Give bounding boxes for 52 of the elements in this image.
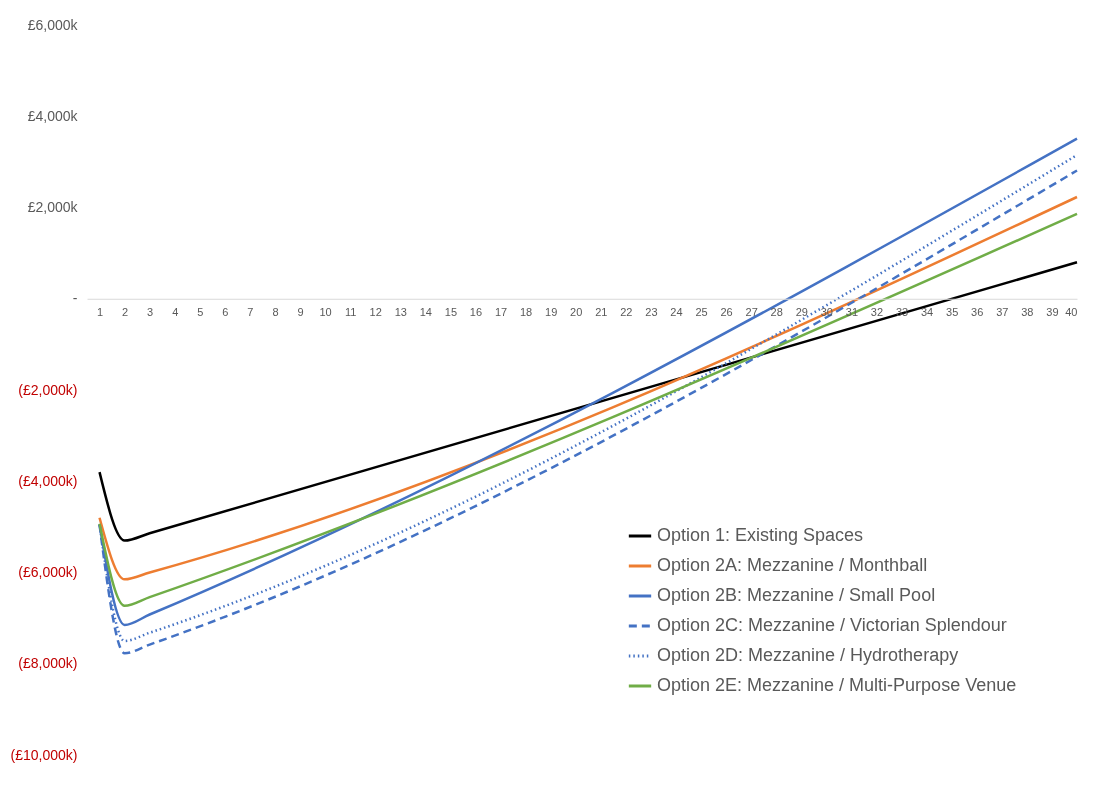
x-tick-label: 38	[1021, 306, 1034, 319]
x-tick-label: 6	[222, 306, 229, 319]
x-tick-label: 19	[545, 306, 558, 319]
x-tick-label: 9	[297, 306, 304, 319]
x-tick-label: 7	[247, 306, 254, 319]
x-tick-label: 27	[745, 306, 758, 319]
x-tick-label: 25	[695, 306, 708, 319]
y-tick-label: (£4,000k)	[18, 472, 78, 489]
x-tick-label: 40	[1065, 306, 1078, 319]
x-tick-label: 37	[996, 306, 1009, 319]
legend-label: Option 2C: Mezzanine / Victorian Splendour	[657, 615, 1007, 635]
x-tick-label: 23	[645, 306, 658, 319]
y-tick-label: (£6,000k)	[18, 564, 78, 580]
legend-label: Option 2B: Mezzanine / Small Pool	[657, 585, 936, 605]
x-tick-label: 15	[444, 306, 458, 319]
y-tick-label: £2,000k	[27, 199, 79, 215]
x-tick-label: 3	[147, 306, 154, 319]
x-tick-label: 1	[96, 306, 104, 319]
y-tick-label: £4,000k	[27, 107, 79, 124]
y-tick-label: (£8,000k)	[18, 655, 78, 672]
x-tick-label: 14	[419, 306, 432, 319]
x-tick-label: 18	[519, 306, 533, 319]
legend-label: Option 2A: Mezzanine / Monthball	[657, 555, 928, 575]
y-tick-label: -	[72, 290, 78, 307]
x-tick-label: 11	[344, 306, 357, 319]
y-tick-label: £6,000k	[27, 16, 79, 33]
x-tick-label: 32	[870, 306, 884, 319]
x-tick-label: 28	[770, 306, 783, 319]
x-tick-label: 35	[946, 306, 959, 319]
x-tick-label: 13	[394, 306, 407, 319]
x-tick-label: 21	[595, 306, 608, 319]
x-tick-label: 24	[670, 306, 683, 319]
legend-label: Option 2D: Mezzanine / Hydrotherapy	[657, 645, 959, 665]
x-tick-label: 20	[570, 306, 583, 319]
x-tick-label: 12	[369, 306, 382, 319]
x-tick-label: 22	[620, 306, 633, 319]
x-tick-label: 5	[197, 306, 204, 319]
y-tick-label: (£2,000k)	[18, 381, 78, 398]
x-tick-label: 17	[494, 306, 508, 319]
legend-label: Option 2E: Mezzanine / Multi-Purpose Venue	[657, 675, 1017, 695]
x-tick-label: 16	[469, 306, 483, 319]
x-tick-label: 4	[172, 306, 179, 319]
x-tick-label: 34	[921, 306, 934, 319]
x-tick-label: 2	[122, 306, 129, 319]
legend-label: Option 1: Existing Spaces	[657, 525, 864, 545]
x-tick-label: 8	[272, 306, 279, 319]
x-tick-label: 36	[971, 306, 984, 319]
x-tick-label: 39	[1046, 306, 1059, 319]
x-tick-label: 10	[319, 306, 332, 319]
x-tick-label: 26	[720, 306, 733, 319]
x-tick-label: 29	[795, 306, 808, 319]
y-tick-label: (£10,000k)	[10, 746, 78, 763]
